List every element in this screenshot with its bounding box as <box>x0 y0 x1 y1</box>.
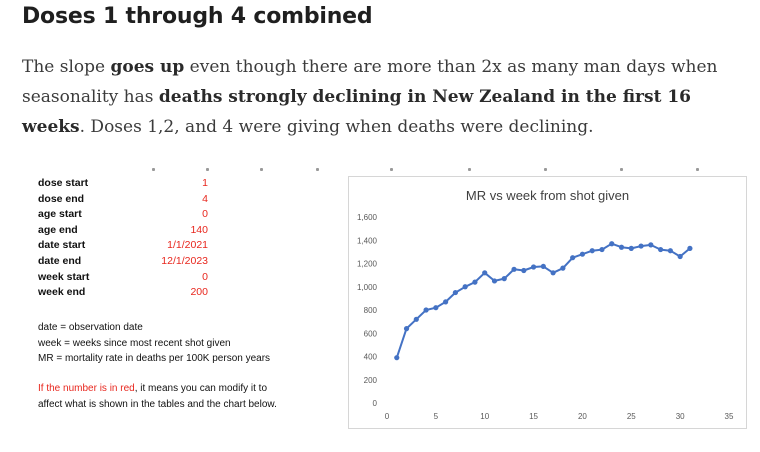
note-line-1: date = observation date <box>38 322 143 333</box>
data-point <box>687 245 693 251</box>
param-row: week end 200 <box>38 286 208 302</box>
param-value[interactable]: 0 <box>202 208 208 221</box>
data-point <box>452 289 458 296</box>
red-value-note: If the number is in red, it means you ca… <box>38 381 278 412</box>
param-label: date start <box>38 239 86 252</box>
data-point <box>462 284 468 290</box>
param-label: week end <box>38 286 86 299</box>
param-label: date end <box>38 254 82 267</box>
param-label: dose end <box>38 192 85 205</box>
x-tick-label: 35 <box>725 412 734 421</box>
data-point <box>618 244 625 250</box>
para-bold-1: goes up <box>110 57 185 77</box>
data-point <box>609 241 615 247</box>
y-tick-label: 1,000 <box>357 283 378 292</box>
description-paragraph: The slope goes up even though there are … <box>22 52 742 142</box>
red-note-rest: , it means you can modify it to affect w… <box>38 383 277 410</box>
data-point <box>433 305 439 311</box>
param-value[interactable]: 0 <box>202 270 208 283</box>
parameter-table: dose start 1 dose end 4 age start 0 age end 140… <box>38 177 208 302</box>
data-point <box>482 270 488 276</box>
param-value[interactable]: 200 <box>190 286 208 299</box>
param-row: date start 1/1/2021 <box>38 239 208 255</box>
column-tick-marks <box>20 166 746 176</box>
param-value[interactable]: 1/1/2021 <box>167 239 208 252</box>
param-label: age start <box>38 208 82 221</box>
y-tick-label: 1,600 <box>357 213 378 222</box>
x-tick-label: 25 <box>627 412 636 421</box>
data-point <box>550 270 556 276</box>
data-point <box>628 245 634 251</box>
line-chart: 0 200 400 600 800 1,000 1,200 1,400 1,600 0 5 10 15 2… <box>357 213 734 421</box>
data-point <box>560 265 566 271</box>
legend-notes: date = observation date week = weeks sin… <box>38 320 338 367</box>
data-point <box>472 279 478 285</box>
y-tick-label: 0 <box>373 399 378 408</box>
y-tick-label: 800 <box>364 306 378 315</box>
param-row: dose end 4 <box>38 193 208 209</box>
x-tick-label: 5 <box>434 412 439 421</box>
spreadsheet-image: dose start 1 dose end 4 age start 0 age end 140… <box>20 166 747 442</box>
data-point <box>570 255 576 261</box>
y-tick-label: 600 <box>364 329 378 338</box>
x-tick-label: 10 <box>480 412 489 421</box>
data-point <box>599 246 605 253</box>
x-tick-label: 15 <box>529 412 538 421</box>
data-point <box>403 326 410 332</box>
data-point <box>521 267 527 274</box>
x-tick-label: 30 <box>676 412 685 421</box>
param-row: age start 0 <box>38 208 208 224</box>
y-tick-label: 1,400 <box>357 236 378 245</box>
data-point <box>638 243 644 249</box>
param-row: week start 0 <box>38 271 208 287</box>
y-tick-label: 400 <box>364 353 378 362</box>
data-point <box>491 278 498 284</box>
x-tick-label: 20 <box>578 412 587 421</box>
data-point <box>413 316 419 322</box>
param-value[interactable]: 12/1/2023 <box>161 254 208 267</box>
para-text-1: The slope <box>22 57 111 77</box>
data-point <box>677 253 683 260</box>
param-row: dose start 1 <box>38 177 208 193</box>
chart-panel: MR vs week from shot given 0 200 400 600 800… <box>348 176 747 429</box>
data-point <box>443 299 449 305</box>
data-point <box>579 251 586 257</box>
data-point <box>667 248 673 254</box>
data-point <box>511 266 517 272</box>
data-point <box>648 242 654 248</box>
data-point <box>423 307 429 313</box>
param-label: dose start <box>38 177 89 189</box>
data-point <box>658 246 664 253</box>
param-label: age end <box>38 223 78 236</box>
param-value[interactable]: 1 <box>202 177 208 189</box>
data-point <box>394 355 400 361</box>
series-line <box>395 242 691 359</box>
y-tick-label: 1,200 <box>357 260 378 269</box>
para-text-2: even though there are more than 2x as ma… <box>22 57 718 107</box>
param-value[interactable]: 4 <box>202 192 208 205</box>
note-line-3: MR = mortality rate in deaths per 100K p… <box>38 353 271 364</box>
note-line-2: week = weeks since most recent shot give… <box>38 337 231 349</box>
data-point <box>589 248 595 254</box>
data-point <box>540 263 546 270</box>
red-note-text: If the number is in red <box>38 383 135 394</box>
section-heading: Doses 1 through 4 combined <box>22 4 373 29</box>
data-point <box>530 264 537 270</box>
param-value[interactable]: 140 <box>190 223 208 236</box>
data-point <box>501 276 507 282</box>
param-row: date end 12/1/2023 <box>38 255 208 271</box>
y-tick-label: 200 <box>364 376 378 385</box>
para-bold-2: deaths strongly declining in New Zealand… <box>22 87 692 137</box>
param-row: age end 140 <box>38 224 208 240</box>
param-label: week start <box>38 270 90 283</box>
para-text-3: . Doses 1,2, and 4 were giving when deat… <box>79 117 594 137</box>
x-tick-label: 0 <box>385 412 390 421</box>
chart-title: MR vs week from shot given <box>465 188 630 203</box>
